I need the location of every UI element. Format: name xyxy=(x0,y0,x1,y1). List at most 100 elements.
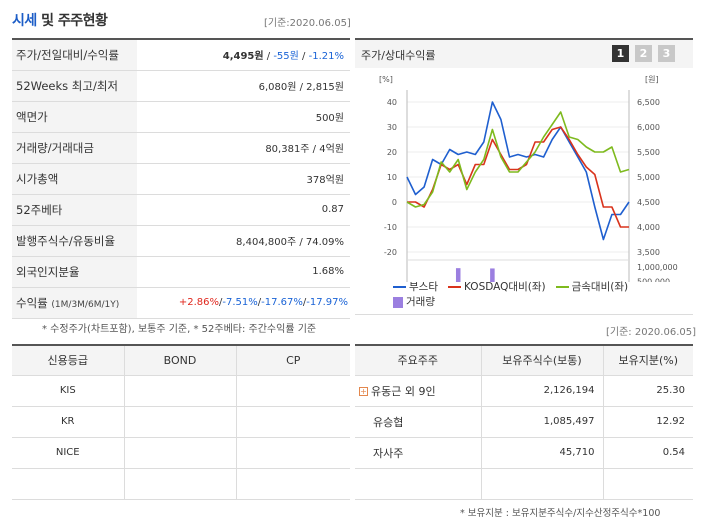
relative-return-chart: [%] [원] 40 30 20 10 0 -10 -20 6,500 6,000 5,500 5,00… xyxy=(379,75,678,282)
row-value: 6,080원 / 2,815원 xyxy=(137,70,350,102)
left-tick-label: 30 xyxy=(387,123,397,132)
separator: / xyxy=(218,297,223,308)
title-accent: 시세 xyxy=(12,13,37,29)
row-label: 52주베타 xyxy=(12,194,137,226)
bond-cell xyxy=(123,406,236,438)
chart-page-2-button[interactable]: 2 xyxy=(635,45,652,62)
returns-values: +2.86%/-7.51%/-17.67%/-17.97% xyxy=(137,287,350,319)
return-6m: -17.67% xyxy=(261,297,303,308)
table-row xyxy=(355,468,693,500)
right-tick-label: 4,000 xyxy=(637,223,660,232)
series-line-1 xyxy=(406,101,630,241)
holder-name-cell[interactable]: + 유동근 외 9인 xyxy=(355,375,481,407)
agency-cell xyxy=(12,468,124,500)
right-tick-label: 6,500 xyxy=(637,98,660,107)
row-value: 1.68% xyxy=(137,256,350,288)
row-label: 수익률 (1M/3M/6M/1Y) xyxy=(12,287,137,319)
column-header: BOND xyxy=(123,345,236,376)
quote-footnote: * 수정주가(차트포함), 보통주 기준, * 52주베타: 주간수익률 기준 xyxy=(42,324,317,335)
separator: / xyxy=(257,297,262,308)
table-row: 액면가 500원 xyxy=(12,101,350,133)
table-row: KR xyxy=(12,406,350,438)
chart-page-1-button[interactable]: 1 xyxy=(612,45,629,62)
left-axis-unit: [%] xyxy=(379,75,393,84)
holders-footnote: * 보유지분 : 보유지분주식수/지수산정주식수*100 xyxy=(460,508,661,519)
cp-cell xyxy=(235,468,350,500)
table-header-row: 주요주주 보유주식수(보통) 보유지분(%) xyxy=(355,345,693,376)
pct-cell: 25.30 xyxy=(602,375,693,407)
cp-cell xyxy=(235,437,350,469)
holder-name[interactable]: 유동근 외 9인 xyxy=(371,384,436,398)
column-header: 보유주식수(보통) xyxy=(480,345,603,376)
shares-cell: 45,710 xyxy=(480,437,603,469)
bond-cell xyxy=(123,375,236,407)
right-tick-label: 5,500 xyxy=(637,148,660,157)
right-tick-label: 3,500 xyxy=(637,248,660,257)
row-label: 52Weeks 최고/최저 xyxy=(12,70,137,102)
shares-cell xyxy=(480,468,603,500)
price-change: -55원 xyxy=(273,51,299,63)
returns-sub-label: (1M/3M/6M/1Y) xyxy=(51,299,120,310)
left-tick-label: 0 xyxy=(392,198,397,207)
row-value: 378억원 xyxy=(137,163,350,195)
volume-tick-label: 1,000,000 xyxy=(637,263,678,272)
return-3m: -7.51% xyxy=(222,297,258,308)
credit-rating-table: 신용등급 BOND CP KIS KR NICE xyxy=(12,344,350,500)
table-row: KIS xyxy=(12,375,350,407)
agency-cell: KR xyxy=(12,406,124,438)
legend-swatch xyxy=(555,286,569,288)
right-tick-label: 5,000 xyxy=(637,173,660,182)
table-row: 52Weeks 최고/최저 6,080원 / 2,815원 xyxy=(12,70,350,102)
separator: / xyxy=(302,297,307,308)
chart-title: 주가/상대수익률 xyxy=(361,49,436,62)
row-value: 8,404,800주 / 74.09% xyxy=(137,225,350,257)
table-row: + 유동근 외 9인 2,126,194 25.30 xyxy=(355,375,693,407)
row-label: 발행주식수/유동비율 xyxy=(12,225,137,257)
row-label: 거래량/거래대금 xyxy=(12,132,137,164)
pct-cell: 12.92 xyxy=(602,406,693,438)
chart-page-3-button[interactable]: 3 xyxy=(658,45,675,62)
row-label: 액면가 xyxy=(12,101,137,133)
table-row: 수익률 (1M/3M/6M/1Y) +2.86%/-7.51%/-17.67%/… xyxy=(12,287,350,319)
chart-legend: 부스타 KOSDAQ대비(좌) 금속대비(좌) xyxy=(393,279,628,294)
table-row: 발행주식수/유동비율 8,404,800주 / 74.09% xyxy=(12,225,350,257)
plus-square-icon[interactable]: + xyxy=(359,387,368,396)
bond-cell xyxy=(123,468,236,500)
price-value: 4,495원 / -55원 / -1.21% xyxy=(137,39,350,71)
bond-cell xyxy=(123,437,236,469)
table-row: 시가총액 378억원 xyxy=(12,163,350,195)
return-1m: +2.86% xyxy=(178,297,219,308)
base-date: [기준:2020.06.05] xyxy=(264,18,351,29)
left-tick-label: 20 xyxy=(387,148,397,157)
legend-item-volume: 거래량 xyxy=(393,294,435,309)
section-title: 시세 및 주주현황 xyxy=(12,10,108,30)
table-row: 유승협 1,085,497 12.92 xyxy=(355,406,693,438)
cp-cell xyxy=(235,406,350,438)
table-row: NICE xyxy=(12,437,350,469)
separator: / xyxy=(263,51,274,63)
legend-label: 부스타 xyxy=(409,281,438,293)
left-tick-label: 40 xyxy=(387,98,397,107)
row-value: 80,381주 / 4억원 xyxy=(137,132,350,164)
chart-header: 주가/상대수익률 1 2 3 xyxy=(355,40,693,68)
series-line-3 xyxy=(406,111,630,208)
row-value: 500원 xyxy=(137,101,350,133)
table-row: 거래량/거래대금 80,381주 / 4억원 xyxy=(12,132,350,164)
row-value: 0.87 xyxy=(137,194,350,226)
title-rest: 및 주주현황 xyxy=(36,13,108,29)
holder-name-cell: 자사주 xyxy=(355,437,481,469)
legend-label: 금속대비(좌) xyxy=(571,281,629,293)
holder-name-cell: 유승협 xyxy=(355,406,481,438)
legend-item-busta: 부스타 xyxy=(393,281,438,293)
table-header-row: 신용등급 BOND CP xyxy=(12,345,350,376)
base-date-2: [기준: 2020.06.05] xyxy=(606,327,697,338)
shares-cell: 1,085,497 xyxy=(480,406,603,438)
agency-cell: NICE xyxy=(12,437,124,469)
agency-cell: KIS xyxy=(12,375,124,407)
column-header: 주요주주 xyxy=(355,345,481,376)
pct-cell xyxy=(602,468,693,500)
quote-table: 주가/전일대비/수익률 4,495원 / -55원 / -1.21% 52Wee… xyxy=(12,38,350,319)
right-tick-label: 6,000 xyxy=(637,123,660,132)
holder-name-cell xyxy=(355,468,481,500)
price-rate: -1.21% xyxy=(308,51,344,63)
